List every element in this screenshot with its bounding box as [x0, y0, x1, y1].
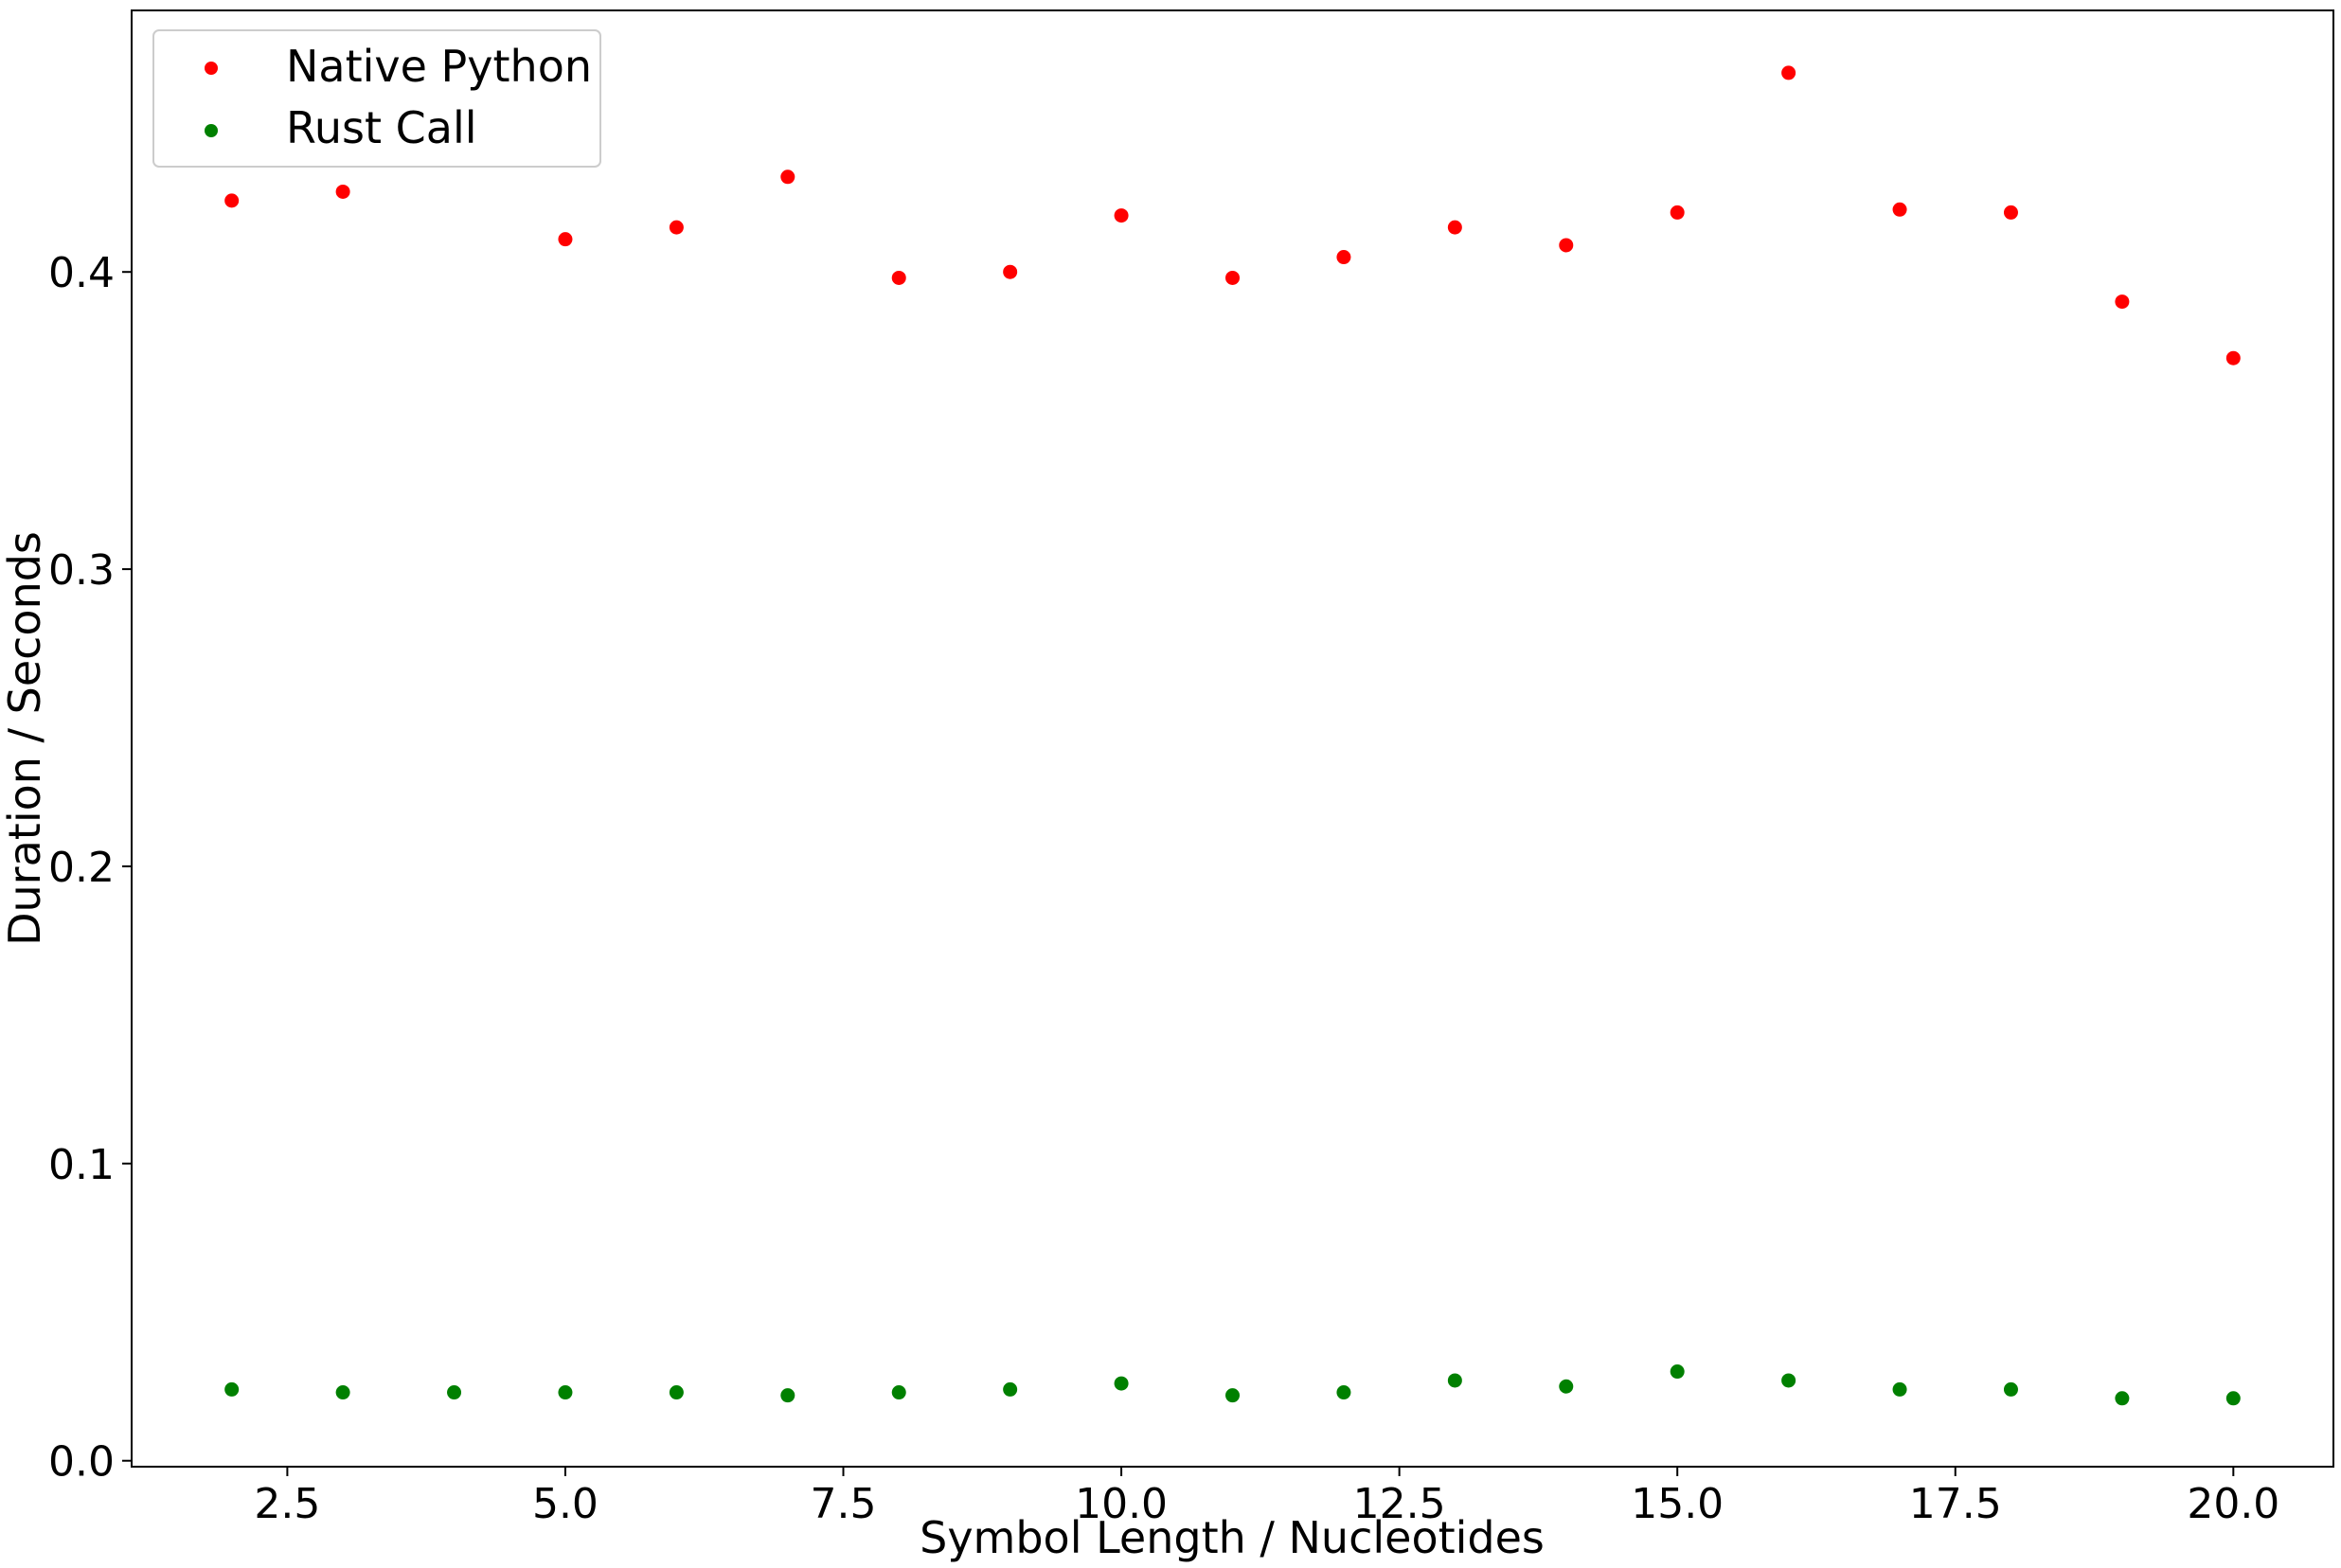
data-point-rust-call — [669, 1385, 684, 1400]
data-point-rust-call — [1559, 1379, 1574, 1394]
y-axis-ticks: 0.0 0.1 0.2 0.3 0.4 — [48, 249, 132, 1487]
data-point-native-python — [1114, 208, 1129, 223]
y-tick-label: 0.3 — [48, 546, 115, 595]
data-point-native-python — [558, 232, 573, 247]
data-point-rust-call — [1225, 1388, 1240, 1403]
data-point-rust-call — [1670, 1364, 1685, 1380]
legend-label-rust-call: Rust Call — [286, 102, 477, 153]
legend-marker-native-python — [205, 62, 218, 75]
data-point-native-python — [669, 220, 684, 235]
data-point-rust-call — [335, 1385, 350, 1400]
legend: Native Python Rust Call — [152, 29, 601, 168]
x-tick-label: 7.5 — [811, 1480, 877, 1528]
x-tick-label: 5.0 — [532, 1480, 599, 1528]
data-point-rust-call — [1003, 1381, 1018, 1397]
data-point-native-python — [891, 270, 906, 285]
x-axis-label: Symbol Length / Nucleotides — [920, 1512, 1545, 1563]
data-point-rust-call — [1781, 1373, 1796, 1388]
data-point-rust-call — [780, 1388, 795, 1403]
data-point-native-python — [1225, 270, 1240, 285]
data-point-rust-call — [558, 1385, 573, 1400]
data-point-native-python — [780, 169, 795, 185]
data-point-native-python — [2115, 294, 2130, 310]
data-point-native-python — [2003, 205, 2018, 220]
data-point-native-python — [224, 193, 240, 208]
y-tick-label: 0.4 — [48, 249, 115, 297]
data-point-native-python — [1670, 205, 1685, 220]
y-tick-label: 0.0 — [48, 1438, 115, 1487]
x-tick-label: 17.5 — [1909, 1480, 2002, 1528]
data-point-native-python — [1003, 264, 1018, 279]
data-point-rust-call — [1892, 1381, 1907, 1397]
data-point-rust-call — [224, 1381, 240, 1397]
data-point-rust-call — [891, 1385, 906, 1400]
data-point-rust-call — [1336, 1385, 1351, 1400]
data-point-rust-call — [447, 1385, 462, 1400]
legend-marker-rust-call — [205, 124, 218, 137]
x-tick-label: 2.5 — [254, 1480, 320, 1528]
y-tick-label: 0.2 — [48, 844, 115, 892]
data-point-native-python — [1892, 202, 1907, 217]
x-tick-label: 10.0 — [1075, 1480, 1168, 1528]
x-tick-label: 12.5 — [1353, 1480, 1446, 1528]
data-point-rust-call — [1114, 1376, 1129, 1391]
y-axis-label: Duration / Seconds — [0, 531, 50, 946]
legend-box — [152, 29, 601, 168]
data-point-native-python — [1559, 238, 1574, 253]
data-point-native-python — [2225, 350, 2241, 365]
legend-label-native-python: Native Python — [286, 41, 592, 92]
y-tick-label: 0.1 — [48, 1141, 115, 1189]
x-tick-label: 15.0 — [1631, 1480, 1724, 1528]
data-point-native-python — [1781, 65, 1796, 80]
data-point-rust-call — [2003, 1381, 2018, 1397]
data-point-native-python — [335, 184, 350, 199]
plot-area — [131, 9, 2334, 1468]
data-point-rust-call — [1447, 1373, 1462, 1388]
data-point-rust-call — [2115, 1391, 2130, 1406]
data-points — [224, 65, 2241, 1406]
data-point-rust-call — [2225, 1391, 2241, 1406]
data-point-native-python — [1447, 220, 1462, 235]
x-axis-ticks: 2.5 5.0 7.5 10.0 12.5 15.0 17.5 20.0 — [254, 1467, 2279, 1528]
x-tick-label: 20.0 — [2187, 1480, 2279, 1528]
data-point-native-python — [1336, 250, 1351, 265]
